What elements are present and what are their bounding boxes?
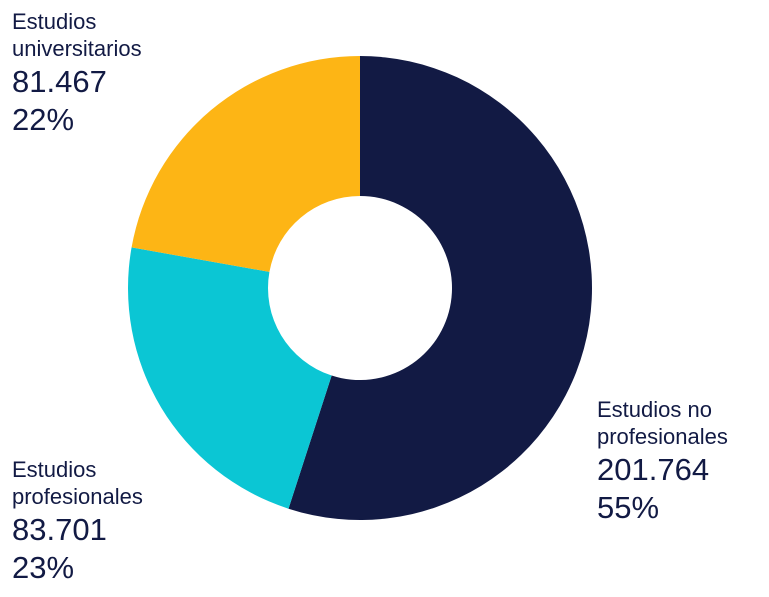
slice-value: 201.764 [597,452,710,487]
slice-name: Estudios profesionales [12,457,143,509]
slice-percent: 23% [12,550,75,585]
slice-value: 81.467 [12,64,107,99]
slice-label: Estudios profesionales 83.701 23% [12,456,190,586]
slice-name: Estudios no profesionales [597,397,728,449]
slice-label: Estudios no profesionales 201.764 55% [597,396,769,526]
donut-slice [288,56,592,520]
donut-slice [128,247,332,509]
slice-value: 83.701 [12,512,107,547]
slice-label: Estudios universitarios 81.467 22% [12,8,190,138]
slice-percent: 55% [597,490,660,525]
slice-name: Estudios universitarios [12,9,142,61]
slice-percent: 22% [12,102,75,137]
donut-slice [131,55,360,272]
